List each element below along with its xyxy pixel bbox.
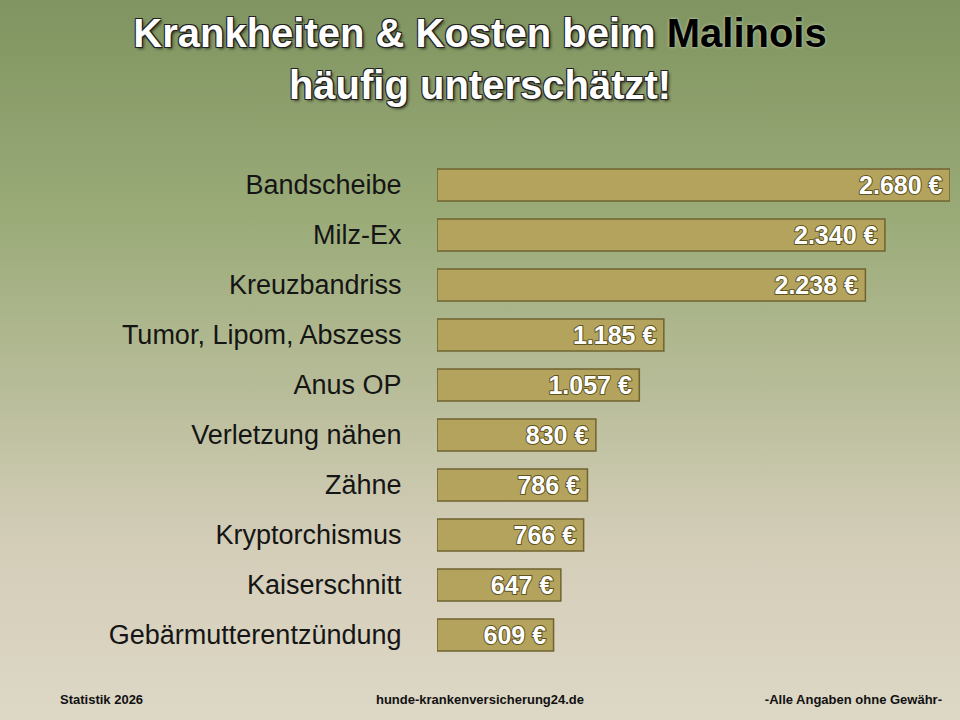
svg-text:Zähne: Zähne: [325, 470, 402, 500]
svg-text:Milz-Ex: Milz-Ex: [313, 220, 402, 250]
svg-text:Kreuzbandriss: Kreuzbandriss: [229, 270, 402, 300]
html-text:häufig unterschätzt!: häufig unterschätzt!: [288, 63, 672, 107]
svg-text:830 €: 830 €: [526, 421, 589, 449]
svg-text:Kryptorchismus: Kryptorchismus: [215, 520, 401, 550]
svg-text:786 €: 786 €: [517, 471, 580, 499]
html-text:Krankheiten & Kosten beim Mali: Krankheiten & Kosten beim Malinois: [133, 11, 827, 55]
svg-text:Anus OP: Anus OP: [293, 370, 401, 400]
svg-text:609 €: 609 €: [484, 621, 547, 649]
svg-text:766 €: 766 €: [514, 521, 577, 549]
svg-text:Tumor, Lipom, Abszess: Tumor, Lipom, Abszess: [122, 320, 402, 350]
svg-text:2.340 €: 2.340 €: [794, 221, 878, 249]
html-text:hunde-krankenversicherung24.de: hunde-krankenversicherung24.de: [376, 692, 584, 707]
svg-text:1.185 €: 1.185 €: [573, 321, 657, 349]
svg-text:Bandscheibe: Bandscheibe: [245, 170, 401, 200]
svg-text:2.680 €: 2.680 €: [859, 171, 943, 199]
svg-text:647 €: 647 €: [491, 571, 554, 599]
svg-text:1.057 €: 1.057 €: [548, 371, 632, 399]
svg-text:Kaiserschnitt: Kaiserschnitt: [247, 570, 402, 600]
html-text:Statistik 2026: Statistik 2026: [60, 692, 144, 707]
svg-text:Verletzung nähen: Verletzung nähen: [191, 420, 401, 450]
html-text:-Alle Angaben ohne Gewähr-: -Alle Angaben ohne Gewähr-: [764, 692, 942, 707]
svg-text:Gebärmutterentzündung: Gebärmutterentzündung: [109, 620, 402, 650]
svg-text:2.238 €: 2.238 €: [774, 271, 858, 299]
